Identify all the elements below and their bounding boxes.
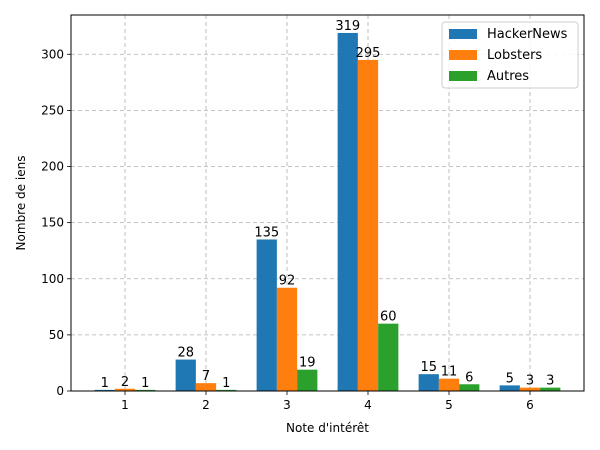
legend-entry: HackerNews [487, 27, 568, 42]
y-tick-label: 0 [56, 384, 64, 398]
bar-series-group [94, 32, 561, 392]
y-tick-label: 200 [41, 160, 64, 174]
legend: HackerNews Lobsters Autres [441, 21, 579, 89]
bar-value-label: 1 [141, 376, 149, 391]
bar-value-label: 2 [121, 375, 129, 390]
legend-swatch [449, 71, 477, 81]
y-tick-label: 300 [41, 47, 64, 61]
bar [540, 387, 561, 391]
axes [70, 14, 585, 392]
x-tick-label: 5 [445, 398, 453, 412]
bar-value-label: 60 [380, 310, 397, 325]
bar-value-label: 1 [101, 376, 109, 391]
plot-frame [70, 14, 585, 392]
bar [94, 389, 115, 391]
bar-value-label: 135 [254, 225, 279, 240]
bar [256, 239, 277, 391]
bar-value-label: 11 [441, 365, 458, 380]
x-tick-label: 1 [121, 398, 129, 412]
y-tick-label: 50 [49, 328, 64, 342]
bar-value-label: 319 [335, 19, 360, 34]
legend-entry: Lobsters [487, 48, 542, 63]
bar [418, 374, 439, 391]
bar-value-label: 19 [299, 356, 316, 371]
x-axis-label: Note d'intérêt [286, 421, 369, 435]
bar-value-label: 3 [526, 374, 534, 389]
legend-swatch [449, 50, 477, 60]
y-tick-label: 250 [41, 103, 64, 117]
y-tick-labels: 0 50 100 150 200 250 300 [41, 47, 71, 398]
bar [114, 388, 136, 391]
legend-swatch [449, 29, 477, 39]
bar [276, 287, 298, 391]
bar [135, 389, 156, 391]
bar [438, 378, 460, 391]
x-tick-label: 3 [283, 398, 291, 412]
bar-value-label: 295 [356, 46, 381, 61]
bar [357, 59, 379, 392]
bar-value-label: 15 [420, 360, 437, 375]
bar [216, 389, 237, 391]
x-tick-label: 6 [526, 398, 534, 412]
bar [297, 369, 318, 391]
bar [499, 385, 520, 391]
bar [337, 32, 358, 391]
x-tick-labels: 1 2 3 4 5 6 [121, 391, 534, 412]
y-tick-label: 150 [41, 216, 64, 230]
x-tick-label: 4 [364, 398, 372, 412]
bar [175, 359, 196, 391]
bar [378, 323, 399, 391]
bar-value-label: 6 [465, 370, 473, 385]
bar-value-label: 3 [546, 374, 554, 389]
bar-value-label: 7 [202, 369, 210, 384]
bar-value-label: 92 [279, 274, 296, 289]
bar-value-label: 28 [177, 346, 194, 361]
y-tick-label: 100 [41, 272, 64, 286]
bar-value-label: 5 [506, 371, 514, 386]
bar [459, 384, 480, 391]
bar-value-label: 1 [222, 376, 230, 391]
bar [519, 387, 541, 391]
y-axis-label: Nombre de iens [14, 156, 28, 251]
x-tick-label: 2 [202, 398, 210, 412]
legend-entry: Autres [487, 69, 529, 84]
bar [195, 383, 217, 391]
